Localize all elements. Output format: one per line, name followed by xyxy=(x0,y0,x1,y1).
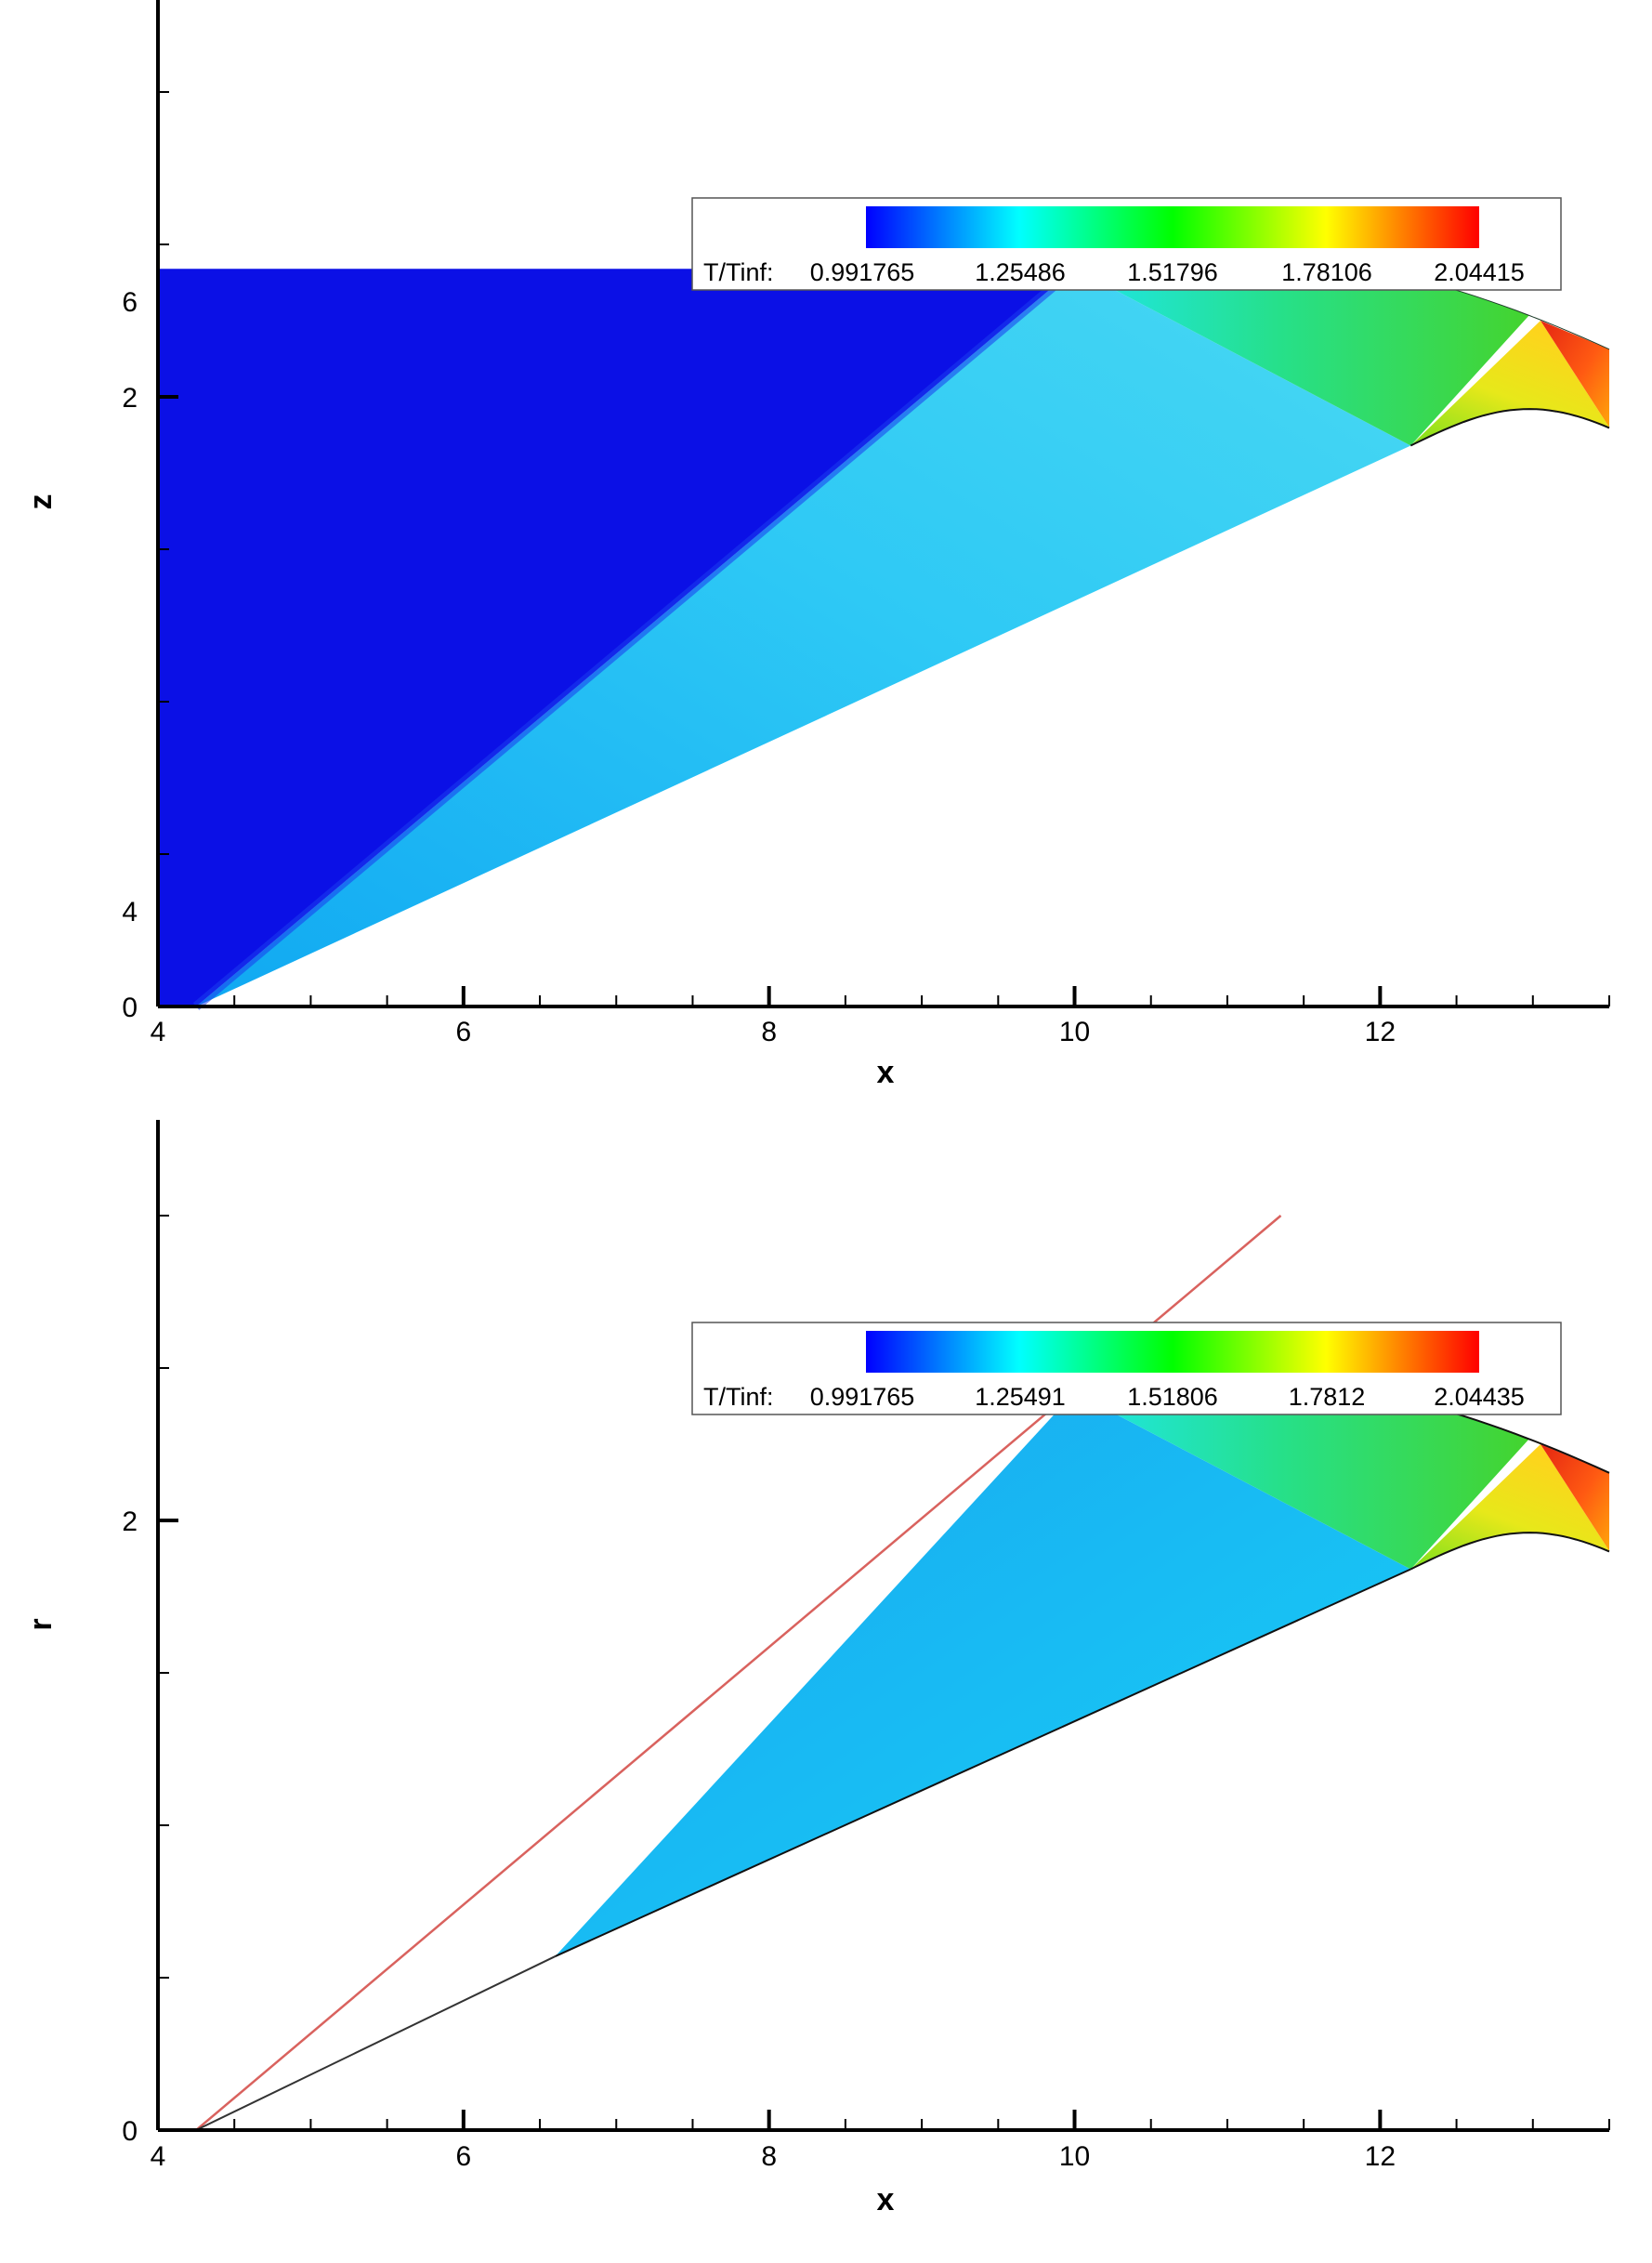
expansion-region xyxy=(1410,321,1609,446)
legend-level-label: 0.991765 xyxy=(810,258,915,286)
reflected-region xyxy=(1074,261,1529,446)
x-tick-label: 6 xyxy=(455,2141,471,2172)
y-axis-title: z xyxy=(23,494,59,510)
hot-corner-region xyxy=(1541,1444,1609,1551)
x-tick-label: 4 xyxy=(151,1017,166,1047)
colorbar-bottom xyxy=(866,1331,1479,1373)
compression-wedge-region xyxy=(196,269,1411,1007)
y-axis-title: r xyxy=(23,1618,59,1630)
legend-level-label: 0.991765 xyxy=(810,1383,915,1411)
panel-top: 4 6 8 10 12 0 2 4 6 x z T/Tinf: 0.991765 1.25486 1.5… xyxy=(23,0,1610,1090)
temperature-field-bottom xyxy=(195,1215,1610,2131)
legend-levels-bottom: 0.991765 1.25491 1.51806 1.7812 2.04435 xyxy=(810,1383,1525,1411)
axes-top: 4 6 8 10 12 0 2 4 6 x z xyxy=(23,0,1610,1090)
body-surface-line xyxy=(195,1955,556,2131)
colorbar-legend-top: T/Tinf: 0.991765 1.25486 1.51796 1.78106 2.0… xyxy=(691,197,1562,291)
y-tick-label: 6 xyxy=(122,287,138,318)
legend-level-label: 1.51796 xyxy=(1127,258,1218,286)
y-tick-label: 4 xyxy=(122,897,138,928)
reflected-region xyxy=(1074,1385,1529,1570)
legend-level-label: 1.7812 xyxy=(1289,1383,1366,1411)
legend-level-label: 1.25486 xyxy=(975,258,1066,286)
axes-bottom: 4 6 8 10 12 0 2 4 6 x r xyxy=(23,287,1610,2217)
body-surface-line xyxy=(555,1568,1411,1957)
legend-level-label: 1.78106 xyxy=(1281,258,1372,286)
expansion-region xyxy=(1410,1444,1609,1570)
shock-line xyxy=(192,265,1078,1010)
legend-level-label: 2.04435 xyxy=(1434,1383,1525,1411)
x-tick-label: 8 xyxy=(761,1017,777,1047)
x-axis-title: x xyxy=(877,1055,895,1090)
legend-title-bottom: T/Tinf: xyxy=(703,1383,774,1411)
colorbar-legend-bottom: T/Tinf: 0.991765 1.25491 1.51806 1.7812 2.04… xyxy=(691,1322,1562,1415)
x-tick-label: 8 xyxy=(761,2141,777,2172)
legend-levels-top: 0.991765 1.25486 1.51796 1.78106 2.04415 xyxy=(810,258,1525,286)
x-tick-label: 10 xyxy=(1059,1017,1090,1047)
y-tick-label: 0 xyxy=(122,993,138,1023)
compression-wedge-region xyxy=(555,1392,1411,1956)
x-tick-label: 12 xyxy=(1365,1017,1396,1047)
panel-bottom: 4 6 8 10 12 0 2 4 6 x r T/Tinf: 0.991765 1.25491 1.5… xyxy=(23,287,1610,2217)
temperature-field-top xyxy=(158,260,1610,1010)
y-tick-label: 2 xyxy=(122,383,138,414)
colorbar-top xyxy=(866,206,1479,248)
legend-level-label: 2.04415 xyxy=(1434,258,1525,286)
x-axis-title: x xyxy=(877,2182,895,2217)
legend-title-top: T/Tinf: xyxy=(703,258,774,286)
x-tick-label: 4 xyxy=(151,2141,166,2172)
x-tick-label: 6 xyxy=(455,1017,471,1047)
x-tick-label: 12 xyxy=(1365,2141,1396,2172)
x-tick-label: 10 xyxy=(1059,2141,1090,2172)
y-tick-label: 2 xyxy=(122,1506,138,1537)
hot-corner-region xyxy=(1541,321,1609,428)
freestream-region xyxy=(158,269,1075,1007)
legend-level-label: 1.25491 xyxy=(975,1383,1066,1411)
lower-wall xyxy=(1409,408,1610,447)
y-tick-label: 0 xyxy=(122,2116,138,2147)
legend-level-label: 1.51806 xyxy=(1127,1383,1218,1411)
lower-wall xyxy=(1409,1532,1610,1571)
